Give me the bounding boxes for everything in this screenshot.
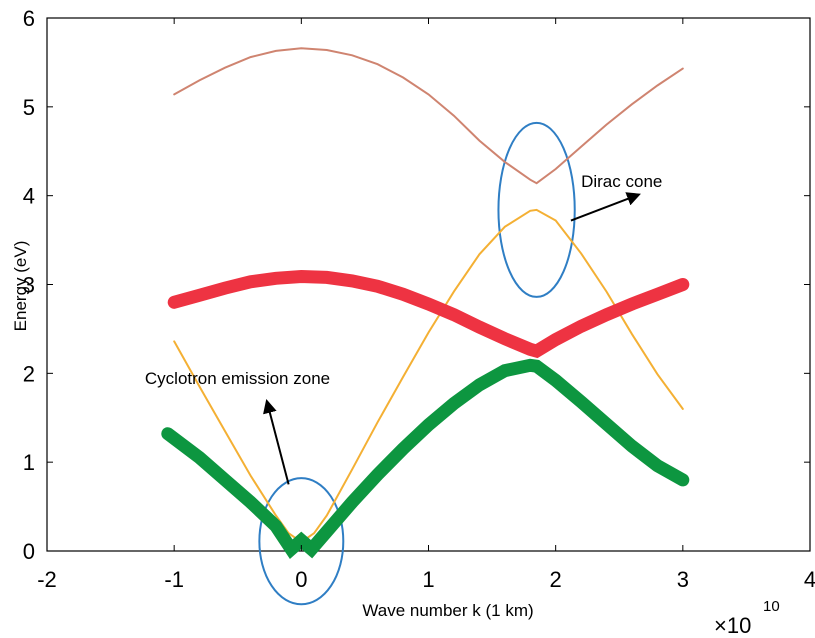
x-axis-label: Wave number k (1 km) [362,601,533,620]
annotation-cyclotron-emission-zone: Cyclotron emission zone [145,369,330,388]
x-tick-label: -1 [164,567,184,592]
x-multiplier-exponent: 10 [763,598,780,615]
x-multiplier-base: ×10 [714,613,751,638]
y-tick-label: 1 [23,450,35,475]
y-tick-label: 0 [23,539,35,564]
x-tick-label: -2 [37,567,57,592]
x-tick-label: 3 [677,567,689,592]
y-tick-label: 2 [23,361,35,386]
plot-frame [47,18,810,551]
y-tick-label: 4 [23,184,35,209]
x-tick-label: 4 [804,567,815,592]
x-tick-label: 0 [295,567,307,592]
x-tick-label: 1 [422,567,434,592]
x-tick-label: 2 [550,567,562,592]
y-tick-label: 6 [23,6,35,31]
annotation-dirac-cone: Dirac cone [581,172,662,191]
y-tick-label: 5 [23,95,35,120]
y-axis-label: Energy (eV) [11,241,30,332]
